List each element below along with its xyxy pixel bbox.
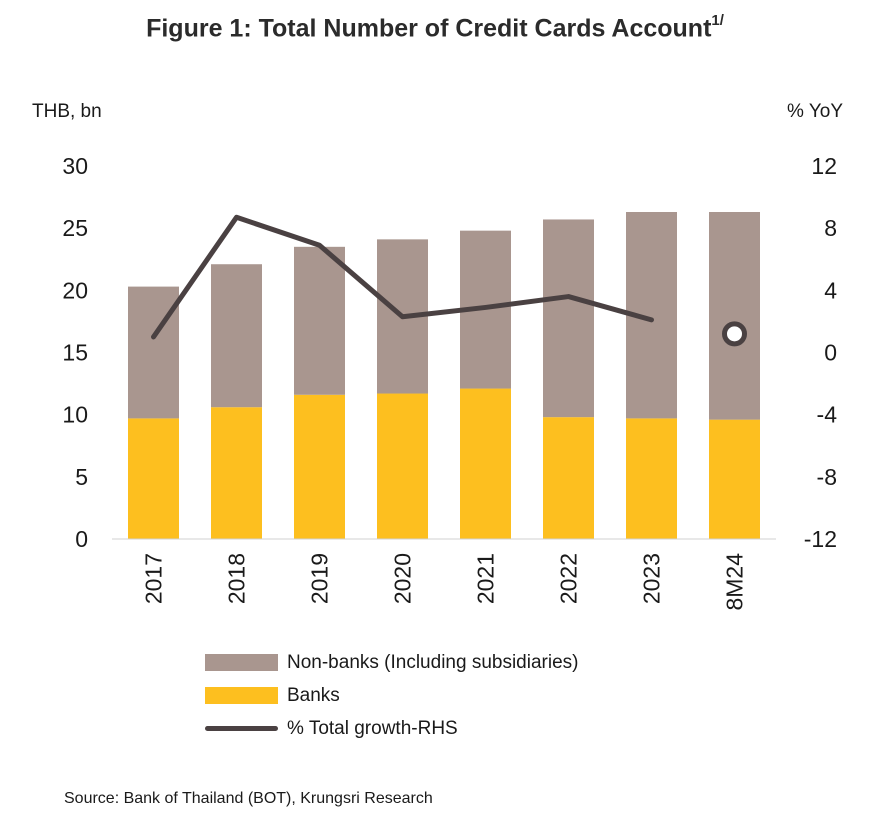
left-tick-label: 10 — [62, 402, 88, 428]
right-tick-label: -4 — [817, 402, 838, 428]
legend-item-growth: % Total growth-RHS — [205, 712, 578, 745]
bar-banks-2018 — [211, 407, 262, 539]
bar-nonbanks-2017 — [128, 286, 179, 419]
legend-swatch-banks — [205, 687, 278, 704]
left-tick-label: 30 — [62, 153, 88, 179]
growth-marker-8M24 — [722, 321, 747, 347]
source-note: Source: Bank of Thailand (BOT), Krungsri… — [64, 790, 433, 807]
x-tick-label: 2023 — [639, 553, 665, 604]
legend-label-growth: % Total growth-RHS — [287, 717, 458, 739]
chart-title: Figure 1: Total Number of Credit Cards A… — [0, 12, 870, 43]
bar-nonbanks-8M24 — [709, 212, 760, 420]
left-tick-label: 25 — [62, 215, 88, 241]
growth-line-layer — [151, 214, 747, 347]
legend-label-banks: Banks — [287, 684, 340, 706]
right-tick-label: 4 — [824, 277, 837, 303]
right-tick-label: 0 — [824, 340, 837, 366]
bar-banks-2022 — [543, 417, 594, 539]
left-axis-ticks: 0 5 10 15 20 25 30 — [62, 153, 88, 552]
x-tick-label: 8M24 — [722, 553, 748, 611]
left-axis-label: THB, bn — [32, 101, 102, 122]
bar-banks-2020 — [377, 393, 428, 539]
left-tick-label: 15 — [62, 340, 88, 366]
x-tick-label: 2020 — [390, 553, 416, 604]
growth-line — [151, 214, 654, 340]
bar-nonbanks-2019 — [294, 246, 345, 395]
right-axis-label: % YoY — [787, 101, 843, 122]
bar-banks-2019 — [294, 394, 345, 539]
right-axis-ticks: -12 -8 -4 0 4 8 12 — [804, 153, 837, 552]
bars-layer — [128, 212, 760, 539]
bar-nonbanks-2022 — [543, 219, 594, 418]
right-tick-label: -8 — [817, 464, 837, 490]
legend-label-nonbanks: Non-banks (Including subsidiaries) — [287, 651, 579, 673]
chart-title-superscript: 1/ — [711, 12, 724, 29]
legend: Non-banks (Including subsidiaries) Banks… — [205, 646, 578, 745]
right-tick-label: 8 — [824, 215, 837, 241]
bar-banks-8M24 — [709, 419, 760, 539]
x-tick-label: 2018 — [224, 553, 250, 604]
left-tick-label: 20 — [62, 277, 88, 303]
legend-item-nonbanks: Non-banks (Including subsidiaries) — [205, 646, 578, 679]
bar-banks-2023 — [626, 418, 677, 539]
legend-swatch-nonbanks — [205, 654, 278, 671]
x-tick-label: 2017 — [141, 553, 167, 604]
left-tick-label: 0 — [75, 526, 88, 552]
legend-item-banks: Banks — [205, 679, 578, 712]
bar-nonbanks-2018 — [211, 264, 262, 408]
left-tick-label: 5 — [75, 464, 88, 490]
x-tick-label: 2019 — [307, 553, 333, 604]
right-tick-label: -12 — [804, 526, 837, 552]
x-axis-ticks: 2017 2018 2019 2020 2021 2022 2023 8M24 — [141, 553, 748, 611]
bar-banks-2021 — [460, 388, 511, 539]
bar-banks-2017 — [128, 418, 179, 539]
legend-line-growth — [205, 726, 278, 731]
x-tick-label: 2021 — [473, 553, 499, 604]
right-tick-label: 12 — [811, 153, 837, 179]
x-tick-label: 2022 — [556, 553, 582, 604]
chart-title-text: Figure 1: Total Number of Credit Cards A… — [146, 14, 712, 43]
